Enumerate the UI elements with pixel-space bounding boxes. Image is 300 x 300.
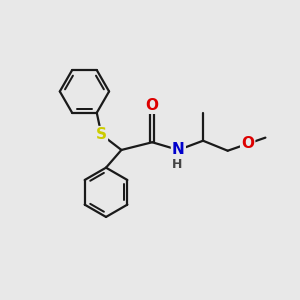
Text: N: N (172, 142, 185, 158)
Text: O: O (146, 98, 159, 113)
Text: S: S (96, 127, 107, 142)
Text: H: H (172, 158, 182, 171)
Text: O: O (241, 136, 254, 151)
